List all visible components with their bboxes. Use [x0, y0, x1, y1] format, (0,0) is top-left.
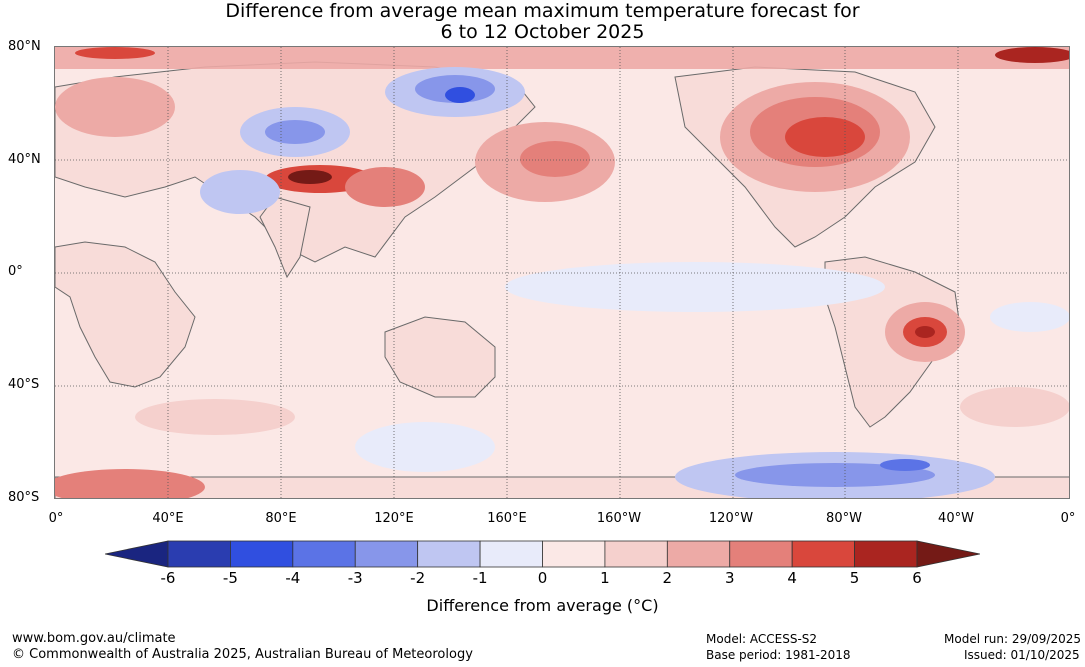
north-pacific-warm-core [520, 141, 590, 177]
south-atlantic-warm [960, 387, 1069, 427]
lat-label-40s: 40°S [8, 377, 40, 392]
colorbar-segment [417, 540, 481, 568]
arctic-warm-band [55, 47, 1069, 69]
anomaly-map [54, 46, 1070, 499]
lon-label-160e: 160°E [487, 511, 527, 526]
southern-ocean-cool-core [880, 459, 930, 471]
footer-url: www.bom.gov.au/climate [12, 631, 176, 646]
central-asia-cool-core [265, 120, 325, 144]
colorbar-tick-label: 2 [662, 569, 673, 587]
lat-label-80s: 80°S [8, 490, 40, 505]
footer-model-run: Model run: 29/09/2025 [944, 632, 1082, 646]
south-atlantic-cool [990, 302, 1069, 332]
lon-label-120e: 120°E [374, 511, 414, 526]
india-land [259, 196, 311, 279]
colorbar-extend-low [105, 540, 169, 568]
china-warm [345, 167, 425, 207]
colorbar-tick-label: -1 [472, 569, 488, 587]
north-polar-hot-west [75, 47, 155, 59]
colorbar-segment [292, 540, 356, 568]
colorbar-segment [167, 540, 231, 568]
lon-label-160w: 160°W [596, 511, 642, 526]
cool-anomalies [200, 67, 1069, 498]
equatorial-pacific-cool [505, 262, 885, 312]
colorbar-tick-label: -4 [285, 569, 301, 587]
lon-label-80e: 80°E [265, 511, 297, 526]
colorbar-segment [791, 540, 855, 568]
colorbar [105, 540, 980, 568]
colorbar-tick-label: -2 [410, 569, 426, 587]
warm-anomalies [55, 47, 1069, 498]
colorbar-segment [542, 540, 606, 568]
south-indian-cool [355, 422, 495, 472]
colorbar-segment [479, 540, 543, 568]
africa-land [55, 241, 196, 388]
colorbar-segment [729, 540, 793, 568]
footer-model: Model: ACCESS-S2 [706, 632, 818, 646]
colorbar-tick-label: -5 [222, 569, 238, 587]
colorbar-segment [854, 540, 918, 568]
colorbar-segment [666, 540, 731, 568]
colorbar-label: Difference from average (°C) [426, 596, 659, 615]
lat-label-40n: 40°N [8, 152, 41, 167]
colorbar-tick-label: -3 [347, 569, 363, 587]
lon-label-0: 0° [48, 511, 64, 526]
footer-copyright: © Commonwealth of Australia 2025, Austra… [12, 647, 473, 662]
colorbar-tick-label: 6 [912, 569, 922, 587]
colorbar-tick-label: 5 [849, 569, 860, 587]
colorbar-tick-label: 4 [787, 569, 797, 587]
indian-ocean-warm [135, 399, 295, 435]
colorbar-extend-high [916, 540, 980, 568]
lon-label-40e: 40°E [152, 511, 184, 526]
central-north-america-hot [785, 117, 865, 157]
map-canvas [55, 47, 1069, 498]
lon-label-40w: 40°W [938, 511, 974, 526]
colorbar-tick-label: 0 [537, 569, 548, 587]
lat-label-0: 0° [8, 264, 23, 279]
lon-label-0-east: 0° [1060, 511, 1076, 526]
southern-africa-warm [55, 469, 205, 498]
southern-ocean-cool-mid [735, 463, 935, 487]
footer-issued: Issued: 01/10/2025 [964, 648, 1080, 662]
south-america-hot-core [915, 326, 935, 338]
footer-base-period: Base period: 1981-2018 [706, 648, 851, 662]
colorbar-tick-label: -6 [160, 569, 176, 587]
colorbar-segment [354, 540, 419, 568]
tibet-hot-core [288, 170, 332, 184]
colorbar-tick-label: 1 [600, 569, 610, 587]
colorbar-tick-label: 3 [724, 569, 735, 587]
chart-title-line1: Difference from average mean maximum tem… [225, 0, 860, 22]
west-asia-cool [200, 170, 280, 214]
lat-label-80n: 80°N [8, 39, 41, 54]
graticule [55, 47, 1069, 498]
australia-land [384, 316, 496, 398]
lon-label-80w: 80°W [826, 511, 862, 526]
colorbar-segment [604, 540, 668, 568]
chart-title-line2: 6 to 12 October 2025 [440, 21, 645, 43]
lon-label-120w: 120°W [708, 511, 754, 526]
east-siberia-cool-core [445, 87, 475, 103]
north-atlantic-warm [55, 77, 175, 137]
north-polar-hot-east [995, 47, 1069, 63]
colorbar-segment [230, 540, 294, 568]
